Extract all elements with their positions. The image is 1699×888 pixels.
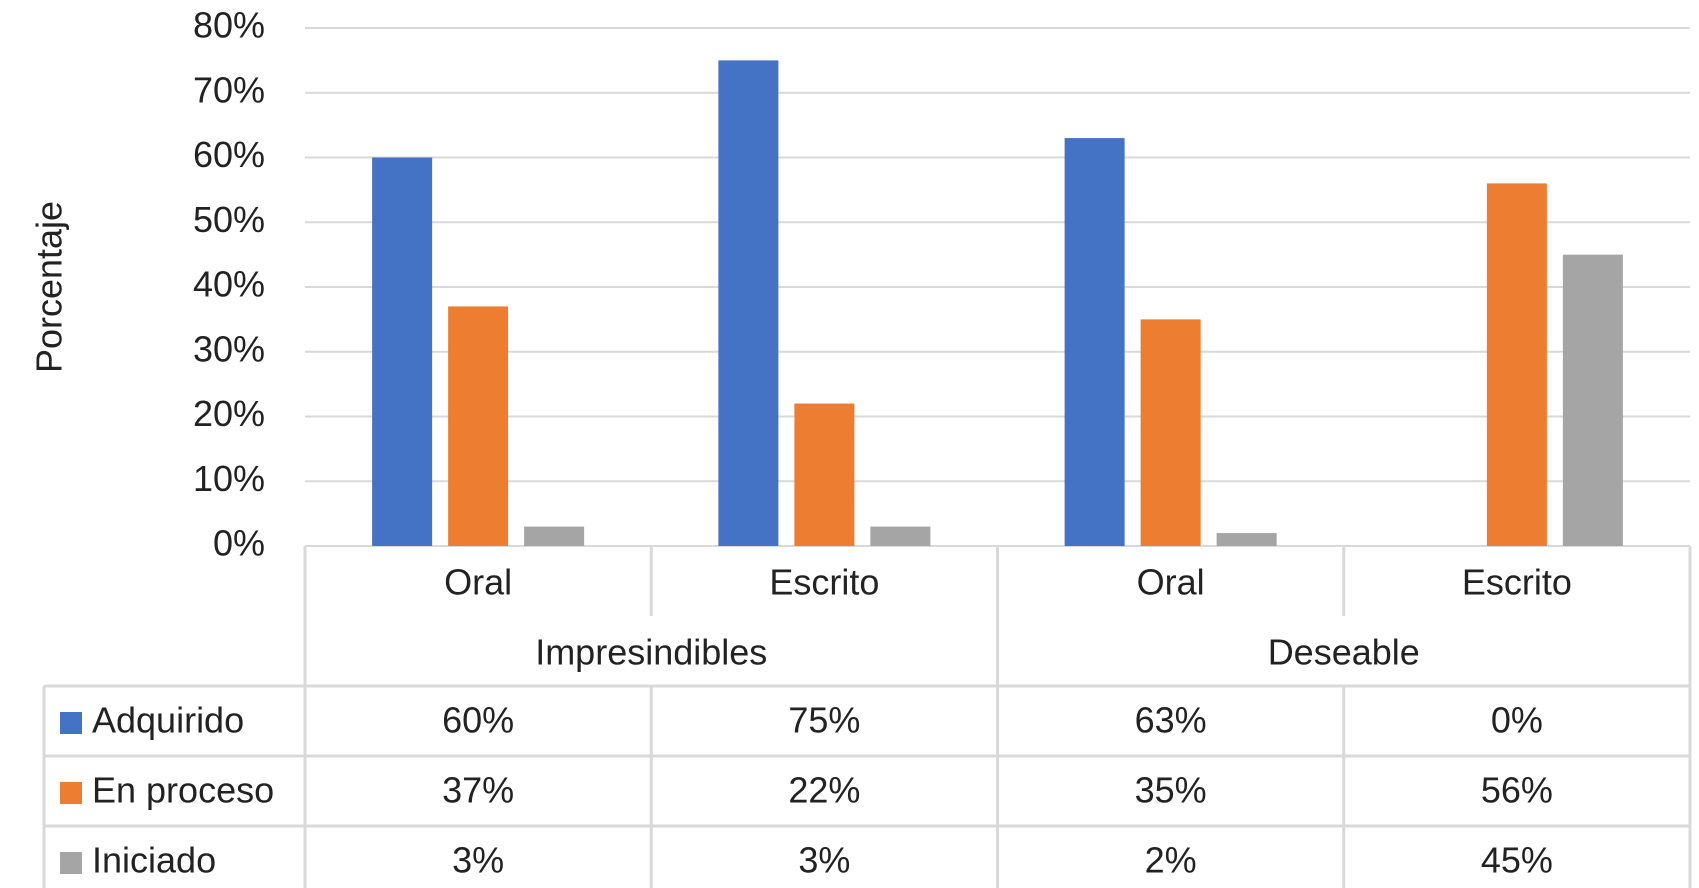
bar-adquirido: [372, 157, 433, 546]
category-label: Escrito: [769, 562, 879, 603]
legend-key-en-proceso: [60, 782, 82, 804]
bar-en-proceso: [1486, 183, 1547, 546]
data-label: 56%: [1481, 770, 1553, 811]
legend-key-adquirido: [60, 712, 82, 734]
y-tick-label: 30%: [193, 328, 265, 369]
y-tick-label: 40%: [193, 264, 265, 305]
bar-en-proceso: [1140, 319, 1201, 546]
y-tick-label: 20%: [193, 393, 265, 434]
y-tick-label: 60%: [193, 134, 265, 175]
gridlines: [305, 27, 1690, 547]
category-label: Escrito: [1462, 562, 1572, 603]
y-tick-labels: 0% 10% 20% 30% 40% 50% 60% 70% 80%: [193, 5, 265, 564]
data-label: 3%: [798, 840, 850, 881]
data-label: 2%: [1145, 840, 1197, 881]
data-label: 45%: [1481, 840, 1553, 881]
data-label: 35%: [1135, 770, 1207, 811]
bar-iniciado: [870, 526, 931, 546]
category-label: Oral: [444, 562, 512, 603]
data-label: 0%: [1491, 700, 1543, 741]
bar-iniciado: [1562, 254, 1623, 546]
bar-iniciado: [524, 526, 585, 546]
bar-adquirido: [718, 60, 779, 546]
legend-label: Iniciado: [92, 840, 216, 881]
bars: [372, 60, 1623, 546]
legend-key-iniciado: [60, 852, 82, 874]
legend-label: Adquirido: [92, 700, 244, 741]
legend-label: En proceso: [92, 770, 274, 811]
data-label: 63%: [1135, 700, 1207, 741]
data-label: 75%: [788, 700, 860, 741]
category-label: Oral: [1137, 562, 1205, 603]
bar-en-proceso: [794, 403, 855, 546]
y-tick-label: 0%: [213, 523, 265, 564]
data-label: 37%: [442, 770, 514, 811]
y-tick-label: 10%: [193, 458, 265, 499]
y-tick-label: 80%: [193, 5, 265, 46]
data-label: 3%: [452, 840, 504, 881]
y-tick-label: 50%: [193, 199, 265, 240]
group-label: Impresindibles: [535, 632, 767, 673]
bar-adquirido: [1064, 138, 1125, 546]
y-axis-label: Porcentaje: [29, 201, 70, 373]
data-label: 22%: [788, 770, 860, 811]
data-label: 60%: [442, 700, 514, 741]
y-tick-label: 70%: [193, 69, 265, 110]
bar-en-proceso: [448, 306, 509, 546]
bar-iniciado: [1216, 533, 1277, 546]
group-label: Deseable: [1268, 632, 1420, 673]
